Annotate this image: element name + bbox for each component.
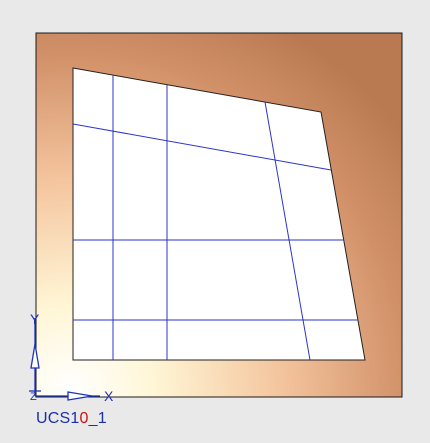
mesh-face[interactable] bbox=[72, 67, 366, 361]
ucs-x-label: X bbox=[104, 388, 114, 404]
ucs-axis-icon[interactable] bbox=[29, 318, 100, 401]
ucs-name-label: UCS10_1 bbox=[36, 410, 107, 428]
mesh-line-h1 bbox=[72, 123, 332, 171]
ucs-label-suffix: _1 bbox=[88, 410, 107, 427]
ucs-z-label: Z bbox=[30, 391, 37, 403]
ucs-label-prefix: UCS1 bbox=[36, 410, 80, 427]
mesh-line-v3 bbox=[264, 101, 311, 361]
ucs-y-label: Y bbox=[30, 311, 40, 327]
mesh-grid bbox=[72, 75, 358, 361]
ucs-label-marker: 0 bbox=[79, 410, 89, 427]
